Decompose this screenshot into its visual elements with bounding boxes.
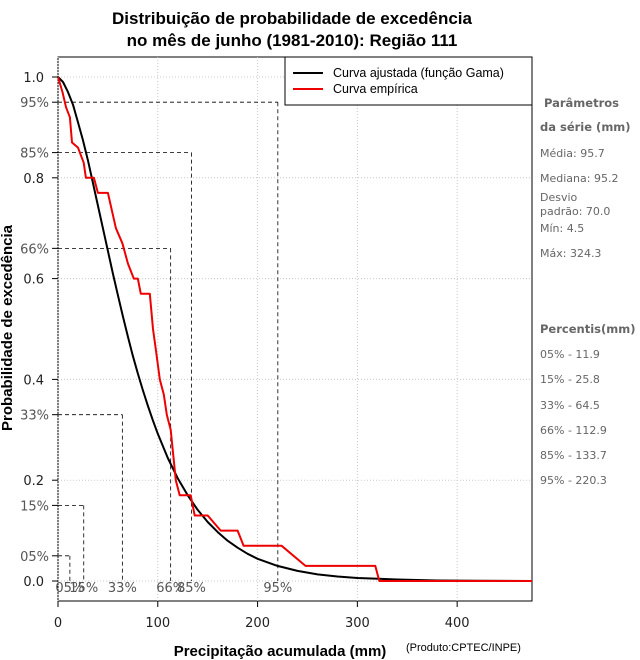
pct-tick-label-15%: 15% [20, 499, 49, 514]
series-lines [57, 76, 533, 582]
series-line-fitted [57, 76, 533, 582]
y-tick-label-0.4: 0.4 [23, 373, 44, 388]
pct-tick-label-95%: 95% [20, 96, 49, 111]
pct-tick-label-05%: 05% [20, 550, 49, 565]
pct-tick-label-66%: 66% [20, 242, 49, 257]
chart-title-line2: no mês de junho (1981-2010): Região 111 [127, 31, 458, 50]
guide-label-15%: 15% [69, 581, 98, 596]
plot-frame [57, 56, 533, 602]
y-axis-ticks: 0.0 0.2 0.4 0.6 0.8 1.0 [23, 71, 58, 590]
legend: Curva ajustada (função Gama) Curva empír… [284, 56, 533, 106]
x-tick-label-100: 100 [145, 616, 170, 631]
guide-label-05%: 05% [55, 581, 84, 596]
product-credit: (Produto:CPTEC/INPE) [406, 642, 521, 654]
y-tick-label-1.0: 1.0 [23, 71, 44, 86]
chart-title-line1: Distribuição de probabilidade de excedên… [112, 9, 472, 28]
pct-tick-label-85%: 85% [20, 147, 49, 162]
percentil-05: 05% - 11.9 [540, 348, 600, 361]
y-tick-label-0.0: 0.0 [23, 575, 44, 590]
series-parameters: Parâmetros da série (mm) Média: 95.7 Med… [540, 96, 631, 260]
param-max: Máx: 324.3 [540, 247, 601, 260]
param-min: Mín: 4.5 [540, 222, 584, 235]
percentil-33: 33% - 64.5 [540, 399, 600, 412]
percentis-title: Percentis(mm) [540, 322, 635, 336]
x-axis-label: Precipitação acumulada (mm) [174, 643, 387, 660]
x-tick-label-0: 0 [54, 616, 62, 631]
guide-label-33%: 33% [108, 581, 137, 596]
legend-label-empirical: Curva empírica [333, 82, 418, 96]
legend-box [284, 56, 533, 106]
guide-label-95%: 95% [263, 581, 292, 596]
legend-label-fitted: Curva ajustada (função Gama) [333, 66, 504, 80]
percentile-guides: 05%15% 33% 66%85% 95% [55, 101, 292, 596]
pct-tick-label-33%: 33% [20, 409, 49, 424]
percentil-15: 15% - 25.8 [540, 373, 600, 386]
param-stddev-line2: padrão: 70.0 [540, 205, 610, 218]
guide-label-85%: 85% [177, 581, 206, 596]
series-line-empirical [57, 76, 532, 582]
params-title-line2: da série (mm) [540, 120, 631, 134]
percentil-95: 95% - 220.3 [540, 474, 607, 487]
y-tick-label-0.2: 0.2 [23, 474, 44, 489]
x-tick-label-300: 300 [345, 616, 370, 631]
guide-label-66%: 66% [156, 581, 185, 596]
y-axis-label: Probabilidade de excedência [0, 224, 16, 431]
y-tick-label-0.8: 0.8 [23, 172, 44, 187]
percentil-66: 66% - 112.9 [540, 424, 607, 437]
param-mean: Média: 95.7 [540, 147, 605, 160]
percentile-labels: 05% 15% 33% 66% 85% 95% [20, 96, 58, 565]
params-title-line1: Parâmetros [544, 96, 619, 110]
percentile-values: Percentis(mm) 05% - 11.9 15% - 25.8 33% … [540, 322, 635, 487]
param-median: Mediana: 95.2 [540, 172, 618, 185]
y-tick-label-0.6: 0.6 [23, 273, 44, 288]
grid-lines [57, 57, 532, 601]
x-axis-ticks: 0 100 200 300 400 [54, 601, 470, 631]
param-stddev-line1: Desvio [540, 191, 578, 204]
x-tick-label-200: 200 [245, 616, 270, 631]
x-tick-label-400: 400 [445, 616, 470, 631]
percentil-85: 85% - 133.7 [540, 449, 607, 462]
